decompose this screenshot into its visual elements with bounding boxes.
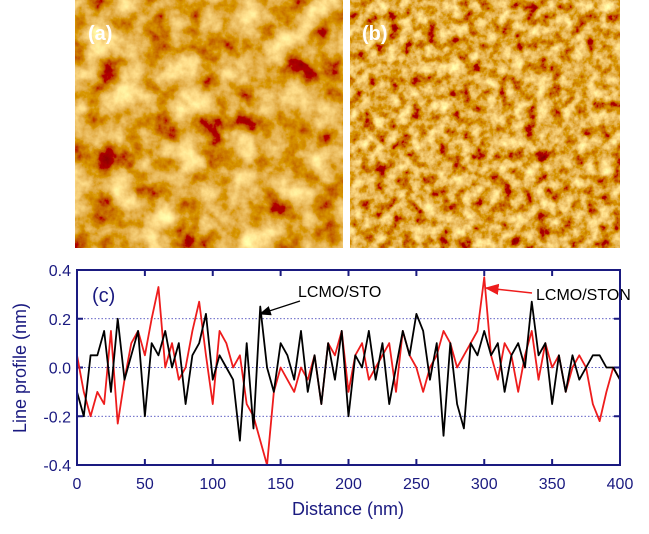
x-tick-label: 50 [136, 476, 154, 493]
y-tick-label: -0.2 [43, 409, 71, 426]
data-line [76, 300, 621, 442]
y-tick-label: 0.2 [49, 312, 71, 329]
afm-image-a [75, 0, 343, 248]
series-annotation: LCMO/STON [536, 287, 631, 304]
x-tick-label: 100 [199, 476, 226, 493]
x-tick-label: 300 [471, 476, 498, 493]
annotation-arrow [484, 283, 533, 295]
data-line [76, 276, 621, 466]
y-axis-label: Line profile (nm) [10, 303, 30, 433]
x-tick-label: 200 [335, 476, 362, 493]
annotation-arrow [258, 300, 301, 316]
x-tick-label: 0 [73, 476, 82, 493]
panel-label: (c) [92, 285, 115, 307]
x-tick-label: 150 [267, 476, 294, 493]
plot-frame [76, 269, 621, 466]
panel-label: (b) [362, 23, 388, 45]
y-tick-label: -0.4 [43, 458, 71, 475]
y-tick-label: 0.0 [49, 361, 71, 378]
panel-label: (a) [88, 23, 112, 45]
afm-image-b [350, 0, 620, 248]
series-annotation: LCMO/STO [298, 284, 381, 301]
x-tick-label: 350 [539, 476, 566, 493]
x-axis-label: Distance (nm) [292, 499, 404, 519]
x-tick-label: 250 [403, 476, 430, 493]
x-tick-label: 400 [607, 476, 634, 493]
y-tick-label: 0.4 [49, 263, 71, 280]
